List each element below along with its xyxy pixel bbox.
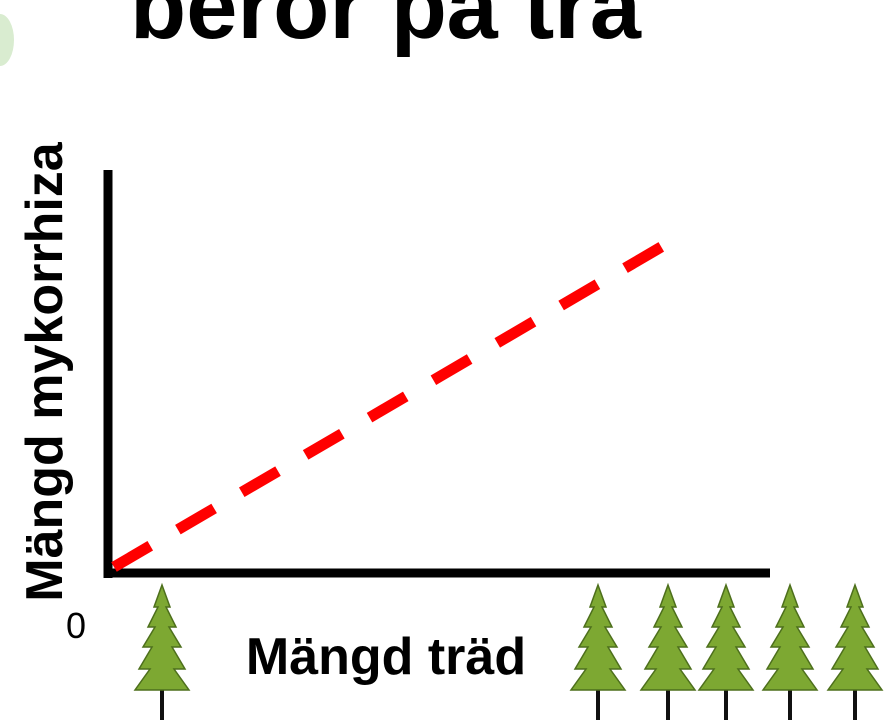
tree-icon [699,585,753,720]
tree-icon [641,585,695,720]
y-axis-label: Mängd mykorrhiza [16,141,74,601]
decoration [0,14,14,66]
tree-icon [828,585,882,720]
tree-icon [571,585,625,720]
x-axis-label: Mängd träd [246,628,526,686]
origin-label: 0 [66,605,86,646]
page: beror på trä Mängd mykorrhiza 0 Mängd tr… [0,0,884,720]
slide: beror på trä Mängd mykorrhiza 0 Mängd tr… [0,0,884,720]
tree-icon [135,585,189,720]
trend-line [114,243,668,567]
slide-title: beror på trä [130,0,642,58]
tree-icon [763,585,817,720]
